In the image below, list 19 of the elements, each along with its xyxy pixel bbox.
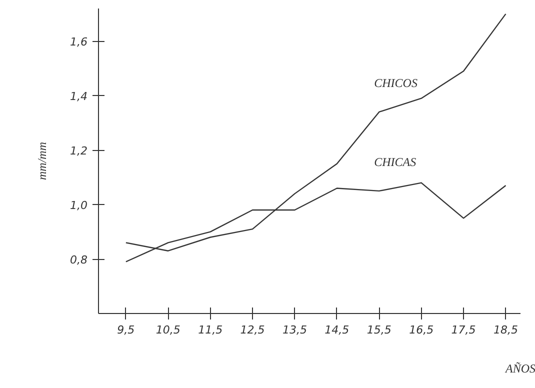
x-axis-title: AÑOS bbox=[504, 362, 535, 376]
series-label: CHICOS bbox=[374, 76, 418, 90]
x-tick-label: 14,5 bbox=[324, 324, 350, 336]
x-tick-label: 16,5 bbox=[409, 324, 434, 336]
x-tick-label: 18,5 bbox=[493, 324, 518, 336]
x-tick-label: 15,5 bbox=[366, 324, 392, 336]
y-tick-label: 1,0 bbox=[70, 199, 88, 212]
y-tick-label: 1,6 bbox=[70, 36, 88, 49]
x-tick-label: 9,5 bbox=[117, 324, 135, 336]
x-tick-label: 17,5 bbox=[451, 324, 476, 336]
series-label: CHICAS bbox=[374, 154, 416, 169]
y-tick-label: 1,2 bbox=[70, 144, 88, 158]
y-tick-label: 0,8 bbox=[70, 254, 88, 267]
x-tick-label: 10,5 bbox=[156, 324, 180, 336]
y-tick-label: 1,4 bbox=[70, 90, 88, 104]
y-axis-title: mm/mm bbox=[35, 142, 50, 180]
x-tick-label: 11,5 bbox=[198, 324, 223, 336]
x-tick-label: 13,5 bbox=[282, 324, 307, 336]
x-tick-label: 12,5 bbox=[240, 324, 265, 336]
